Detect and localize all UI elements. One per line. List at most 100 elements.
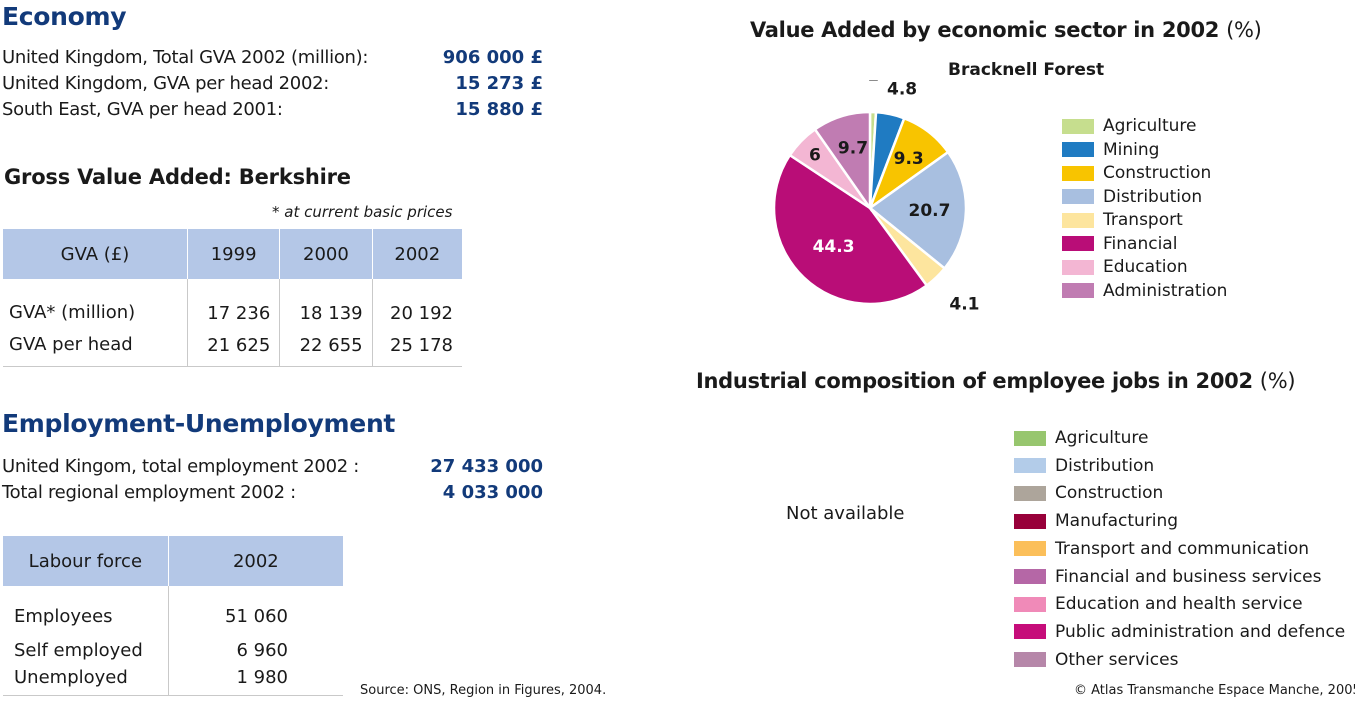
legend-swatch: [1062, 142, 1094, 157]
value-added-pie-chart: 1 4.8 9.3 20.7 4.1 44.3 6 9.7: [772, 80, 980, 314]
table-row: GVA* (million) 17 236 18 139 20 192: [3, 279, 462, 333]
copyright-note: © Atlas Transmanche Espace Manche, 2005.: [1074, 683, 1355, 698]
labour-header: 2002: [168, 536, 343, 586]
legend-label: Distribution: [1103, 186, 1203, 207]
gva-cell: 20 192: [390, 302, 453, 324]
pie-label-education: 6: [809, 145, 821, 165]
gva-row-label: GVA* (million): [3, 279, 188, 333]
employment-row-label: United Kingom, total employment 2002 :: [2, 456, 360, 477]
labour-row-label: Self employed: [3, 634, 169, 667]
legend-label: Transport: [1103, 210, 1183, 230]
legend-swatch: [1014, 458, 1046, 474]
gva-header: 1999: [187, 229, 281, 279]
gva-cell: 21 625: [187, 333, 281, 366]
legend-swatch: [1062, 283, 1094, 298]
pie-label-administration: 9.7: [838, 139, 868, 159]
table-row: Employees 51 060: [3, 586, 343, 634]
legend-label: Agriculture: [1103, 116, 1197, 136]
jobs-legend-item: Financial and business services: [1014, 567, 1321, 587]
not-available-text: Not available: [786, 503, 905, 524]
legend-swatch: [1014, 430, 1046, 446]
legend-swatch: [1062, 212, 1094, 228]
table-row: GVA per head 21 625 22 655 25 178: [3, 333, 462, 366]
jobs-chart-title-text: Industrial composition of employee jobs …: [696, 369, 1253, 393]
jobs-legend-item: Public administration and defence: [1014, 622, 1345, 642]
legend-swatch: [1014, 624, 1046, 640]
legend-label: Financial: [1103, 233, 1178, 254]
jobs-chart-title-unit: (%): [1259, 369, 1296, 393]
source-note: Source: ONS, Region in Figures, 2004.: [360, 683, 607, 698]
legend-swatch: [1062, 165, 1094, 181]
pie-chart-title: Value Added by economic sector in 2002 (…: [750, 18, 1262, 42]
table-row: Unemployed 1 980: [3, 667, 343, 695]
legend-swatch: [1062, 118, 1094, 134]
pie-legend-item: Education: [1062, 257, 1188, 277]
economy-row-value: 906 000 £: [442, 47, 543, 68]
pie-label-distribution: 20.7: [909, 201, 951, 221]
gva-header: 2000: [279, 229, 373, 279]
pie-slice-administration: [813, 110, 872, 212]
employment-title: Employment-Unemployment: [2, 409, 396, 438]
pie-legend-item: Administration: [1062, 281, 1227, 301]
gva-note: * at current basic prices: [272, 203, 453, 221]
labour-row-label: Employees: [3, 586, 169, 634]
legend-swatch: [1014, 652, 1046, 668]
legend-label: Manufacturing: [1055, 511, 1179, 532]
legend-swatch: [1062, 236, 1094, 251]
legend-label: Public administration and defence: [1055, 621, 1346, 642]
jobs-legend-item: Construction: [1014, 483, 1163, 503]
economy-row-value: 15 880 £: [455, 99, 543, 120]
pie-label-financial: 44.3: [813, 237, 855, 257]
economy-row-value: 15 273 £: [455, 73, 543, 94]
labour-cell: 51 060: [225, 605, 288, 627]
jobs-legend-item: Transport and communication: [1014, 539, 1309, 559]
table-row: Self employed 6 960: [3, 634, 343, 667]
legend-label: Administration: [1103, 280, 1228, 301]
gva-header: GVA (£): [3, 229, 188, 279]
pie-legend-item: Transport: [1062, 210, 1183, 230]
legend-label: Financial and business services: [1055, 566, 1322, 587]
legend-label: Agriculture: [1055, 428, 1149, 448]
legend-swatch: [1014, 541, 1046, 557]
pie-chart-title-text: Value Added by economic sector in 2002: [750, 18, 1220, 42]
labour-header: Labour force: [3, 536, 169, 586]
labour-cell: 6 960: [236, 640, 288, 661]
pie-legend-item: Agriculture: [1062, 116, 1197, 136]
legend-label: Other services: [1055, 649, 1179, 670]
pie-label-agriculture: 1: [867, 80, 879, 85]
jobs-legend-item: Other services: [1014, 650, 1178, 670]
pie-chart-title-unit: (%): [1226, 18, 1262, 42]
pie-legend-item: Distribution: [1062, 187, 1202, 207]
legend-label: Mining: [1103, 139, 1160, 160]
legend-label: Distribution: [1055, 455, 1155, 476]
gva-table: GVA (£) 1999 2000 2002 GVA* (million) 17…: [3, 229, 462, 367]
labour-cell: 1 980: [236, 667, 288, 689]
legend-label: Transport and communication: [1055, 538, 1310, 559]
economy-row-label: South East, GVA per head 2001:: [2, 99, 283, 120]
jobs-legend-item: Manufacturing: [1014, 511, 1178, 531]
economy-title: Economy: [2, 2, 127, 31]
pie-chart-subtitle: Bracknell Forest: [948, 60, 1105, 80]
legend-swatch: [1014, 596, 1046, 612]
jobs-legend-item: Education and health service: [1014, 594, 1303, 614]
pie-legend-item: Mining: [1062, 140, 1159, 160]
gva-cell: 22 655: [279, 333, 373, 366]
jobs-legend-item: Agriculture: [1014, 428, 1149, 448]
labour-row-label: Unemployed: [3, 667, 169, 695]
legend-swatch: [1014, 569, 1046, 584]
gva-row-label: GVA per head: [3, 333, 188, 366]
pie-legend-item: Construction: [1062, 163, 1211, 183]
economy-row-label: United Kingdom, Total GVA 2002 (million)…: [2, 47, 369, 68]
pie-label-construction: 9.3: [894, 149, 924, 169]
pie-legend-item: Financial: [1062, 234, 1177, 254]
labour-table: Labour force 2002 Employees 51 060 Self …: [3, 536, 343, 696]
employment-row-value: 4 033 000: [442, 482, 543, 503]
pie-label-transport: 4.1: [949, 294, 979, 314]
legend-label: Education and health service: [1055, 594, 1303, 615]
jobs-chart-title: Industrial composition of employee jobs …: [696, 369, 1296, 393]
legend-label: Construction: [1103, 163, 1212, 183]
jobs-legend-item: Distribution: [1014, 456, 1154, 476]
legend-swatch: [1014, 513, 1046, 529]
gva-cell: 17 236: [187, 279, 281, 333]
gva-cell: 25 178: [390, 334, 453, 356]
